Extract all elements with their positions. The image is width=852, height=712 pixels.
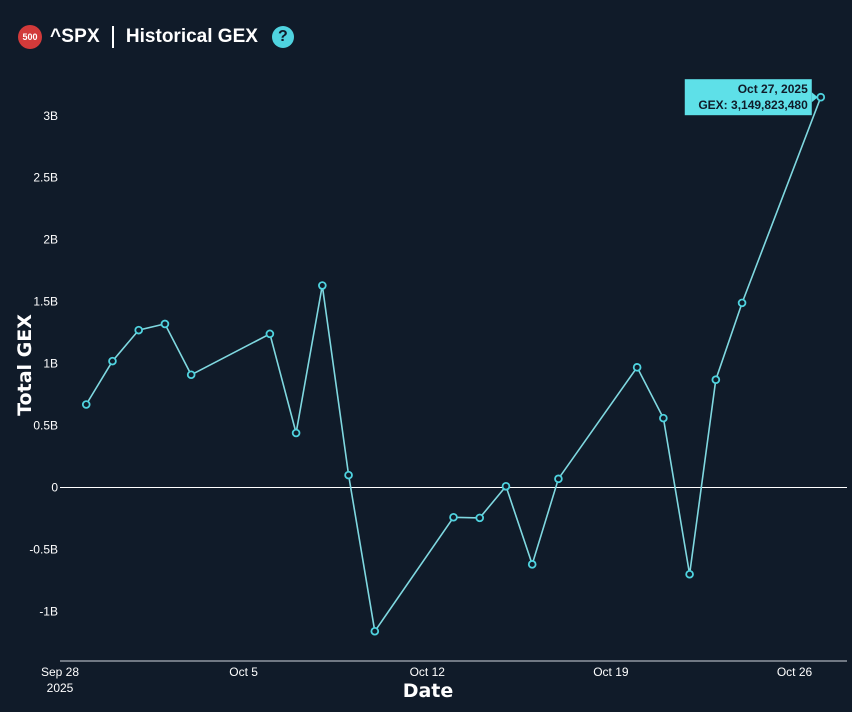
y-axis-ticks: 3B 2.5B 2B 1.5B 1B 0.5B 0 -0.5B -1B — [29, 109, 58, 619]
data-point[interactable] — [134, 325, 144, 335]
data-point[interactable] — [344, 470, 353, 480]
data-point[interactable] — [659, 413, 668, 423]
data-point[interactable] — [291, 428, 301, 438]
chart-header: 500 ^SPX Historical GEX ? — [18, 22, 294, 52]
x-axis-title: Date — [403, 680, 454, 702]
data-points — [81, 92, 826, 636]
x-tick-label: Oct 26 — [777, 665, 813, 679]
y-axis-title: Total GEX — [14, 314, 36, 416]
x-tick-label: Oct 5 — [229, 665, 258, 679]
x-tick-label: Oct 19 — [593, 665, 629, 679]
hover-tooltip: Oct 27, 2025 GEX: 3,149,823,480 — [684, 79, 818, 116]
y-tick-label: 3B — [43, 109, 58, 123]
y-tick-label: 1.5B — [33, 295, 58, 309]
data-point[interactable] — [632, 363, 642, 372]
tooltip-date: Oct 27, 2025 — [738, 82, 808, 96]
x-tick-label: Sep 28 — [41, 665, 79, 679]
data-point[interactable] — [685, 569, 694, 579]
y-tick-label: 2.5B — [33, 171, 58, 185]
page-title: Historical GEX — [125, 26, 258, 47]
data-point[interactable] — [318, 281, 327, 290]
series-line — [85, 96, 822, 634]
data-point[interactable] — [108, 356, 117, 366]
x-tick-label: Oct 12 — [410, 665, 446, 679]
sp500-badge-icon: 500 — [18, 25, 42, 49]
data-point[interactable] — [265, 329, 275, 339]
y-tick-label: 1B — [43, 357, 58, 371]
data-point[interactable] — [501, 481, 511, 491]
data-point[interactable] — [711, 375, 721, 385]
y-tick-label: 2B — [43, 233, 58, 247]
data-point[interactable] — [186, 370, 196, 380]
y-tick-label: -0.5B — [29, 542, 58, 556]
x-tick-sublabel: 2025 — [47, 681, 74, 695]
data-point[interactable] — [160, 319, 170, 329]
ticker-symbol: ^SPX — [50, 26, 100, 47]
data-point[interactable] — [475, 513, 485, 523]
x-axis-ticks: Sep 28 2025 Oct 5 Oct 12 Oct 19 Oct 26 — [41, 665, 813, 695]
data-point[interactable] — [554, 474, 563, 484]
tooltip-box — [684, 79, 812, 116]
y-tick-label: -1B — [39, 604, 58, 618]
data-point[interactable] — [737, 298, 747, 308]
y-tick-label: 0.5B — [33, 419, 58, 433]
data-point[interactable] — [370, 626, 380, 636]
title-divider — [111, 26, 114, 48]
help-icon[interactable]: ? — [271, 26, 294, 48]
y-tick-label: 0 — [51, 481, 58, 495]
tooltip-value: GEX: 3,149,823,480 — [698, 98, 808, 112]
data-point[interactable] — [449, 512, 458, 522]
data-point[interactable] — [527, 560, 537, 569]
tooltip-arrow — [811, 92, 818, 103]
data-point[interactable] — [816, 92, 826, 102]
data-point[interactable] — [81, 400, 91, 409]
